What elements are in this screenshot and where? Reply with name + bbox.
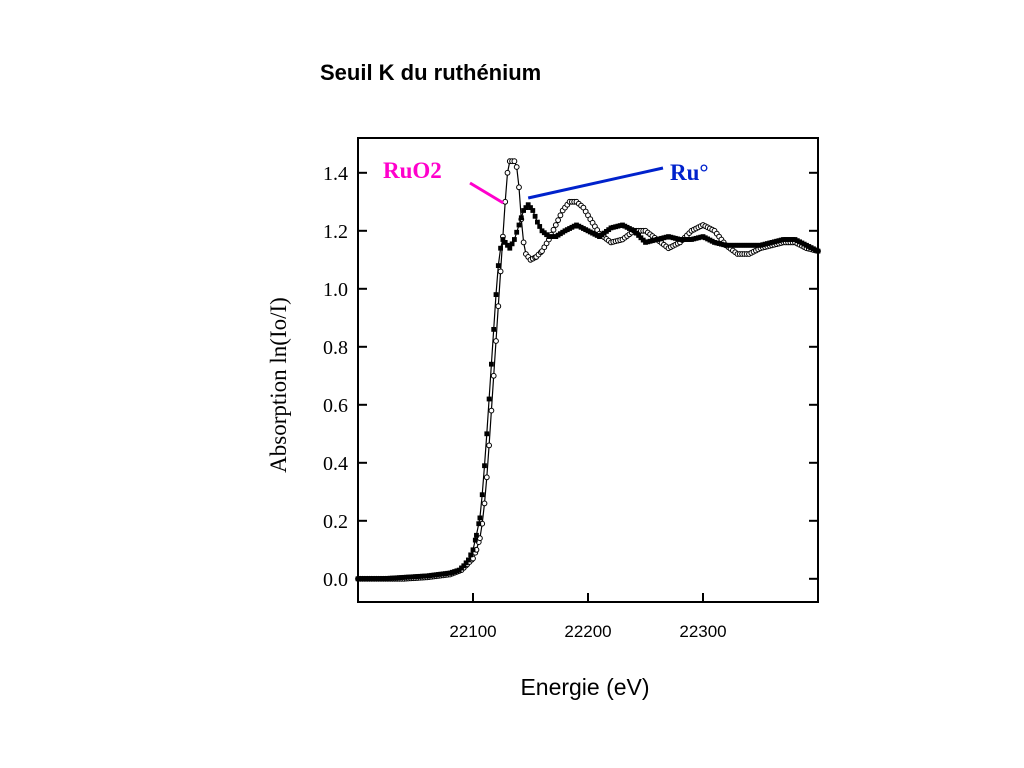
data-point [502,240,508,245]
data-point [489,361,494,367]
data-point [509,241,515,247]
annotation-ru-arrow [527,166,664,200]
data-point [521,208,526,213]
data-point [516,184,522,191]
data-point [486,442,493,449]
data-point [461,563,467,569]
y-tick-label: 0.2 [323,511,348,533]
data-point [490,372,497,379]
data-point [495,303,502,310]
data-point [815,248,821,254]
data-point [470,547,476,553]
slide-title: Seuil K du ruthénium [320,60,542,85]
y-tick-label: 0.4 [323,453,348,475]
data-point [516,222,522,228]
y-tick-label: 0.0 [323,569,348,591]
data-point [493,292,499,297]
data-point [513,164,520,170]
chart-series [355,158,821,582]
chart-axes: 0.0 0.2 0.4 0.6 0.8 1.0 1.2 1.4 22100 22200 22300 [323,137,819,641]
plot-frame [357,137,819,603]
data-point [477,515,483,521]
y-tick-label: 0.8 [323,337,348,359]
data-point [484,431,490,437]
data-point [557,212,564,219]
data-point [498,245,503,251]
series-line [358,203,819,580]
data-point [514,229,520,235]
x-tick-label: 22100 [449,622,496,641]
data-point [507,245,513,251]
data-point [472,537,478,543]
data-point [482,463,487,469]
data-point [483,474,490,481]
data-point [523,205,529,210]
y-axis-label: Absorption ln(Io/I) [266,297,291,473]
x-tick-label: 22300 [679,622,726,641]
data-point [511,158,518,165]
data-point [474,532,479,538]
data-point [463,560,469,566]
series-line [358,160,819,580]
data-point [528,205,533,210]
annotation-ruo2-label: RuO2 [383,158,442,183]
annotation-ruo2-arrow [469,181,505,205]
data-point [486,396,492,402]
data-point [537,224,543,229]
data-point [535,219,540,225]
data-point [550,226,557,233]
data-point [466,557,471,563]
data-point [497,268,504,275]
data-point [530,208,536,213]
chart-annotations: RuO2 Ru° [383,158,709,205]
data-point [520,239,527,246]
annotation-ru-label: Ru° [670,160,709,185]
x-tick-label: 22200 [564,622,611,641]
data-point [525,202,531,208]
y-tick-label: 1.4 [323,163,348,185]
series-ru [355,202,821,582]
data-point [481,500,488,507]
x-axis-label: Energie (eV) [520,674,649,700]
data-point [479,492,485,498]
data-point [504,169,511,176]
data-point [495,263,501,268]
data-point [532,213,538,219]
data-point [500,237,506,242]
y-tick-label: 1.0 [323,279,348,301]
data-point [491,327,497,332]
series-ruo2 [355,158,821,582]
data-point [488,407,495,414]
data-point [476,521,482,527]
data-point [493,338,499,344]
data-point [552,222,559,228]
data-point [505,242,510,248]
data-point [512,237,517,242]
data-point [468,552,474,558]
data-point [555,217,561,224]
y-tick-label: 0.6 [323,395,348,417]
y-tick-label: 1.2 [323,221,348,243]
data-point [518,215,524,221]
